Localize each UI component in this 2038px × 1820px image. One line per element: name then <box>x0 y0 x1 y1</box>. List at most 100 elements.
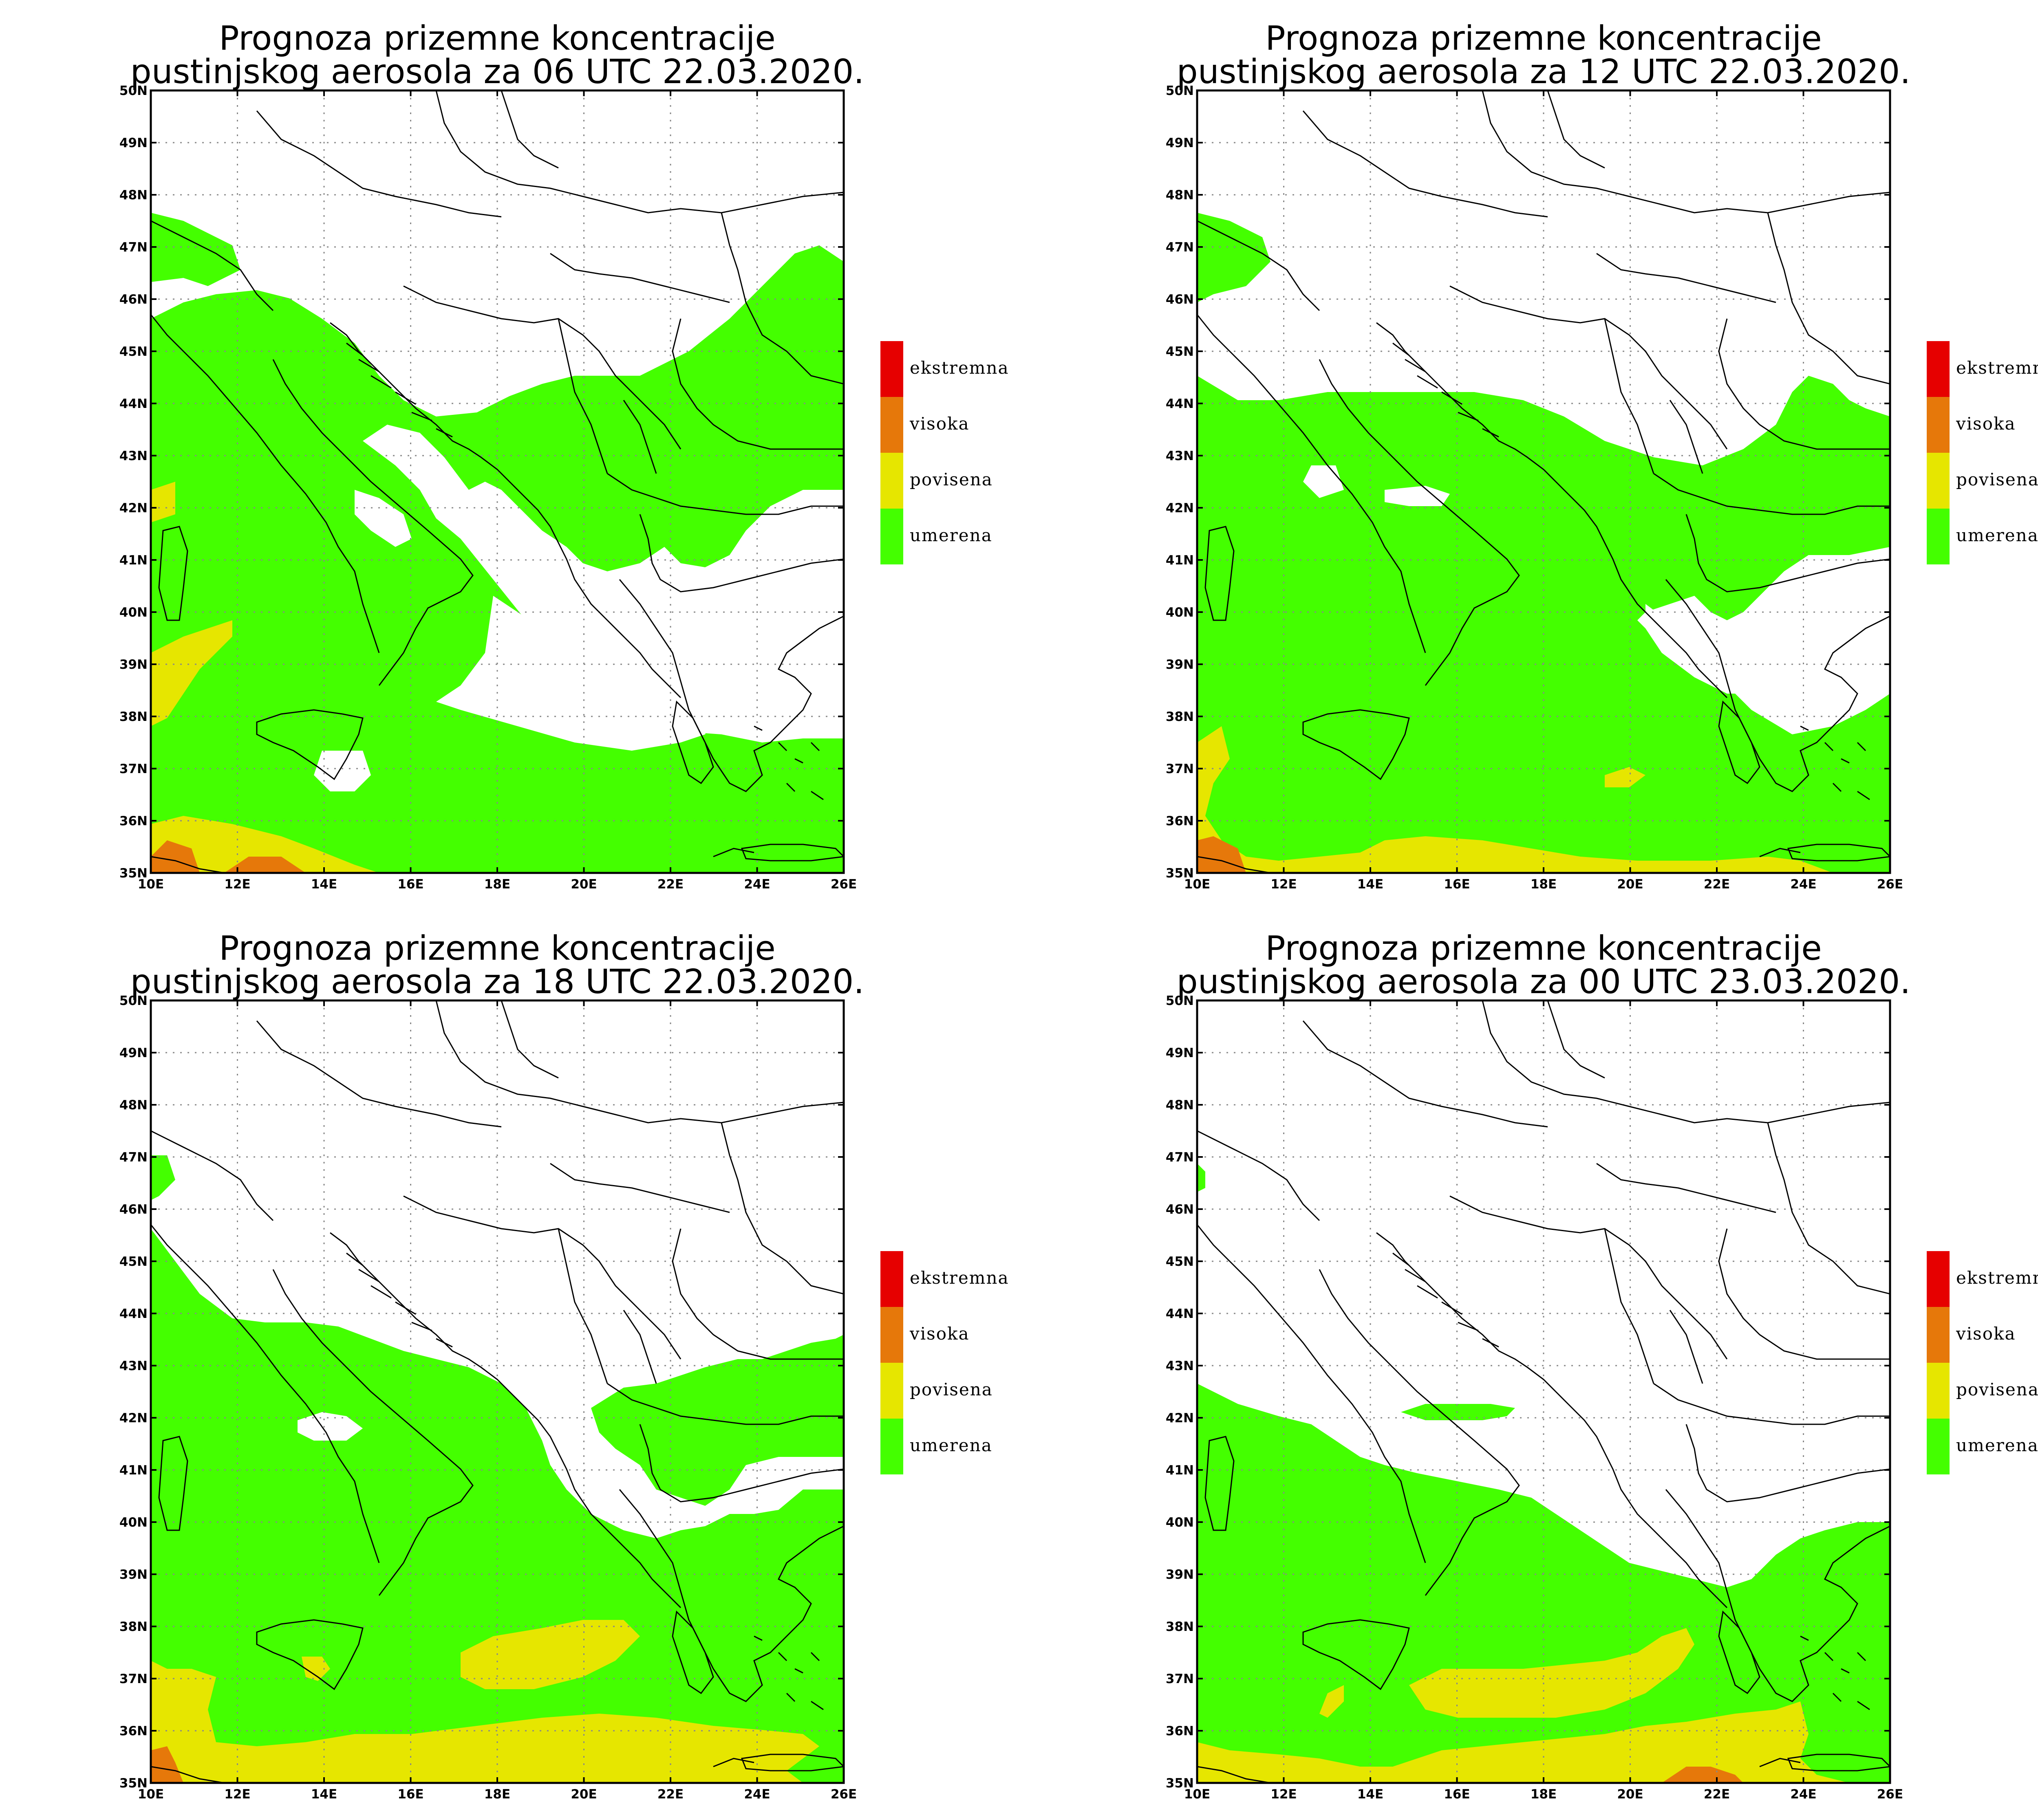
legend-swatch <box>880 1419 903 1474</box>
povisena-area <box>1319 1685 1344 1718</box>
povisena-area <box>1197 726 1833 873</box>
lat-tick-label: 46N <box>119 1202 148 1217</box>
legend-swatch <box>880 1251 903 1307</box>
legend-swatch <box>1927 1363 1950 1419</box>
lat-tick-label: 48N <box>1166 188 1194 203</box>
lat-tick-label: 41N <box>1166 553 1194 568</box>
lon-tick-label: 16E <box>1444 1787 1470 1802</box>
lon-tick-label: 16E <box>397 1787 423 1802</box>
lat-tick-label: 36N <box>1166 1724 1194 1738</box>
lat-tick-label: 38N <box>119 1619 148 1634</box>
lat-tick-label: 37N <box>1166 762 1194 776</box>
lon-tick-label: 10E <box>1184 1787 1210 1802</box>
lat-tick-label: 50N <box>1166 84 1194 98</box>
lon-tick-label: 22E <box>1704 1787 1730 1802</box>
umerena-area <box>151 1155 844 1783</box>
lon-tick-label: 14E <box>311 877 337 892</box>
lon-tick-label: 16E <box>397 877 423 892</box>
legend-swatch <box>1927 1419 1950 1474</box>
clean-area <box>1303 465 1344 498</box>
lat-tick-label: 44N <box>1166 397 1194 411</box>
lat-tick-label: 42N <box>119 1411 148 1426</box>
lon-tick-label: 10E <box>1184 877 1210 892</box>
lat-tick-label: 48N <box>119 1098 148 1113</box>
lon-tick-label: 24E <box>1790 877 1816 892</box>
clean-area <box>355 490 412 547</box>
lat-tick-label: 36N <box>119 814 148 828</box>
map-area: 50N 49N 48N 47N 46N 45N 44N 43N 42N 41N 40N 39N 38N 3… <box>119 994 857 1802</box>
clean-area <box>298 1412 363 1441</box>
lon-tick-label: 14E <box>311 1787 337 1802</box>
povisena-area <box>461 1620 640 1689</box>
povisena-area <box>151 482 175 522</box>
lat-tick-label: 42N <box>1166 1411 1194 1426</box>
legend: ekstremna visoka povisena umerena <box>880 341 1009 564</box>
lat-tick-label: 43N <box>1166 449 1194 463</box>
lon-tick-label: 22E <box>1704 877 1730 892</box>
lat-tick-label: 36N <box>119 1724 148 1738</box>
lat-tick-label: 46N <box>1166 1202 1194 1217</box>
lat-tick-label: 49N <box>119 136 148 150</box>
lat-tick-label: 42N <box>119 501 148 516</box>
clean-area <box>1645 604 1751 694</box>
lat-tick-label: 49N <box>119 1046 148 1060</box>
legend-label: ekstremna <box>910 358 1009 378</box>
visoka-area <box>1197 836 1246 873</box>
povisena-area <box>1409 1628 1694 1718</box>
lat-tick-label: 41N <box>1166 1463 1194 1478</box>
lat-tick-label: 45N <box>119 1254 148 1269</box>
lon-tick-label: 20E <box>1617 877 1643 892</box>
povisena-area <box>302 1657 330 1681</box>
clean-area <box>436 596 713 751</box>
lat-tick-label: 35N <box>119 866 148 881</box>
lon-tick-label: 26E <box>1877 1787 1903 1802</box>
lon-tick-label: 20E <box>571 1787 597 1802</box>
panel-title-line1: Prognoza prizemne koncentracije <box>219 929 775 968</box>
panel-title-line1: Prognoza prizemne koncentracije <box>1265 929 1822 968</box>
legend-label: visoka <box>909 414 970 434</box>
legend-swatch <box>880 341 903 397</box>
lon-tick-label: 12E <box>224 1787 250 1802</box>
legend: ekstremna visoka povisena umerena <box>880 1251 1008 1474</box>
legend: ekstremna visoka povisena umerena <box>1927 341 2038 564</box>
legend: ekstremna visoka povisena umerena <box>1927 1251 2038 1474</box>
lat-tick-label: 41N <box>119 1463 148 1478</box>
lat-tick-label: 40N <box>119 1515 148 1530</box>
legend-swatch <box>1927 1307 1950 1363</box>
lat-tick-label: 35N <box>119 1776 148 1791</box>
povisena-area <box>1197 1701 1849 1783</box>
umerena-area <box>1197 1163 1890 1783</box>
legend-label: povisena <box>1956 1379 2038 1399</box>
legend-swatch <box>880 1307 903 1363</box>
lat-tick-label: 42N <box>1166 501 1194 516</box>
legend-label: umerena <box>910 1435 993 1455</box>
visoka-area <box>1662 1767 1743 1783</box>
legend-swatch <box>880 509 903 564</box>
lon-tick-label: 18E <box>1531 877 1557 892</box>
lon-tick-label: 22E <box>657 1787 684 1802</box>
povisena-area <box>151 1661 819 1783</box>
legend-swatch <box>1927 1251 1950 1307</box>
lon-tick-label: 24E <box>744 877 770 892</box>
lat-tick-label: 43N <box>119 449 148 463</box>
lat-tick-label: 45N <box>119 344 148 359</box>
lon-tick-label: 12E <box>224 877 250 892</box>
lat-tick-label: 37N <box>119 762 148 776</box>
legend-label: visoka <box>909 1324 970 1344</box>
panel-title-line2: pustinjskog aerosola za 12 UTC 22.03.202… <box>1177 53 1911 91</box>
lon-tick-label: 26E <box>831 1787 857 1802</box>
map-panel: Prognoza prizemne koncentracijepustinjsk… <box>1166 929 2038 1802</box>
lat-tick-label: 44N <box>1166 1307 1194 1321</box>
lat-tick-label: 43N <box>1166 1359 1194 1373</box>
lat-tick-label: 39N <box>119 657 148 672</box>
lon-tick-label: 18E <box>484 877 510 892</box>
lat-tick-label: 43N <box>119 1359 148 1373</box>
lat-tick-label: 45N <box>1166 344 1194 359</box>
legend-swatch <box>880 1363 903 1419</box>
lat-tick-label: 45N <box>1166 1254 1194 1269</box>
lon-tick-label: 12E <box>1270 1787 1297 1802</box>
legend-label: umerena <box>910 525 993 545</box>
lat-tick-label: 39N <box>1166 1567 1194 1582</box>
lon-tick-label: 22E <box>657 877 684 892</box>
